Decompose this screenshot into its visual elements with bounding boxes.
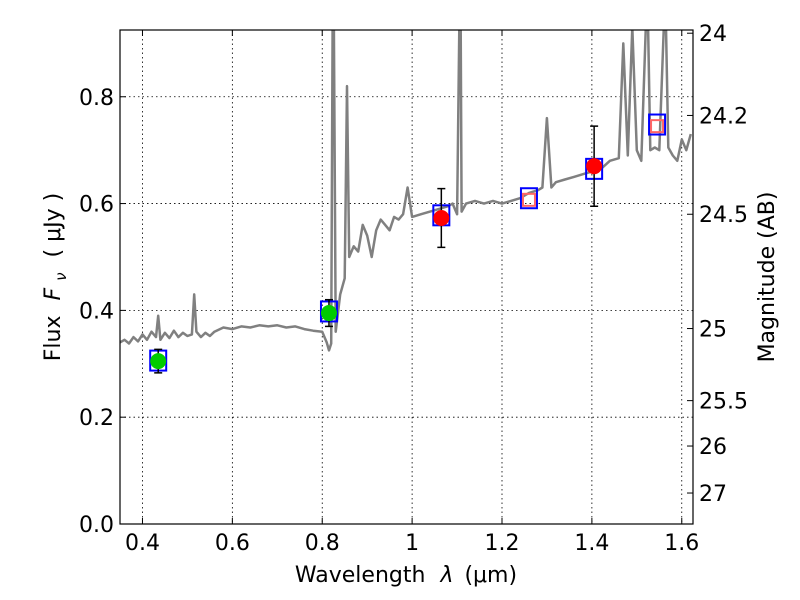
open-flux-marker bbox=[521, 192, 536, 207]
observed-flux-point bbox=[433, 209, 450, 226]
mag-tick-label: 26 bbox=[699, 435, 727, 460]
x-tick-label: 1.2 bbox=[485, 531, 520, 556]
mag-tick-label: 24.2 bbox=[699, 104, 748, 129]
y-tick-label: 0.2 bbox=[79, 406, 114, 431]
observed-flux-point bbox=[320, 305, 337, 322]
ticks: 0.4 0.6 0.8 1 1.2 1.4 1.6 0.0 0.2 0.4 0.6 0.8 24 24.2… bbox=[79, 22, 748, 556]
plot-area bbox=[120, 30, 693, 352]
x-tick-label: 0.4 bbox=[125, 531, 160, 556]
x-tick-label: 1 bbox=[405, 531, 419, 556]
x-axis-symbol: λ bbox=[439, 563, 453, 588]
y-tick-label: 0.6 bbox=[79, 193, 114, 218]
data-points bbox=[149, 113, 667, 374]
mag-tick-label: 24 bbox=[699, 22, 727, 47]
x-axis-label: Wavelength bbox=[295, 563, 426, 588]
grid bbox=[120, 30, 693, 524]
y-tick-label: 0.8 bbox=[79, 86, 114, 111]
mag-tick-label: 25 bbox=[699, 318, 727, 343]
y-axis-title: Flux F ν ( μJy ) bbox=[41, 193, 72, 361]
mag-tick-label: 24.5 bbox=[699, 203, 748, 228]
plot-frame bbox=[119, 29, 694, 525]
x-tick-label: 0.6 bbox=[215, 531, 250, 556]
x-tick-label: 1.6 bbox=[664, 531, 699, 556]
y-tick-label: 0.0 bbox=[79, 513, 114, 538]
y2-axis-title: Magnitude (AB) bbox=[755, 192, 780, 363]
observed-flux-point bbox=[586, 158, 603, 175]
model-flux-marker bbox=[648, 113, 667, 136]
sed-spectrum-line bbox=[120, 30, 693, 352]
mag-tick-label: 27 bbox=[699, 482, 727, 507]
model-flux-marker bbox=[519, 187, 538, 210]
open-flux-marker bbox=[650, 119, 665, 134]
y-axis-unit: ( μJy ) bbox=[41, 193, 66, 258]
y-tick-label: 0.4 bbox=[79, 299, 114, 324]
mag-tick-label: 25.5 bbox=[699, 390, 748, 415]
x-tick-label: 0.8 bbox=[305, 531, 340, 556]
y-axis-label: Flux bbox=[41, 315, 66, 361]
x-tick-label: 1.4 bbox=[574, 531, 609, 556]
observed-flux-point bbox=[150, 353, 167, 370]
x-axis-title: Wavelength λ (μm) bbox=[295, 563, 517, 588]
x-axis-unit: (μm) bbox=[464, 563, 517, 588]
y-axis-symbol: F bbox=[41, 287, 66, 300]
y-axis-subscript: ν bbox=[52, 272, 70, 280]
